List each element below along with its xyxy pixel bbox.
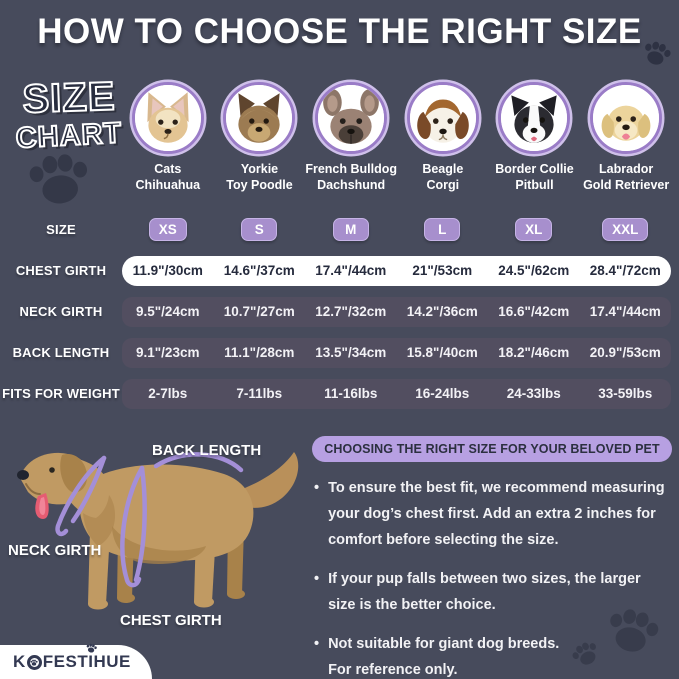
- size-badge: XXL: [602, 218, 649, 241]
- breed-column-beagle: Beagle Corgi: [397, 82, 489, 193]
- brand-logo: K FESTIHUE: [0, 643, 152, 679]
- neck-girth-label: NECK GIRTH: [8, 542, 102, 559]
- breed-label: Beagle Corgi: [422, 162, 464, 192]
- table-row-back-length: BACK LENGTH 9.1"/23cm 11.1"/28cm 13.5"/3…: [0, 332, 679, 373]
- paw-icon: [640, 36, 675, 69]
- guide-bullet: • If your pup falls between two sizes, t…: [314, 566, 670, 618]
- paw-icon: [602, 600, 664, 659]
- table-cell: 17.4"/44cm: [315, 263, 387, 278]
- size-chart-heading-line1: SIZE: [21, 73, 117, 122]
- breed-label: French Bulldog Dachshund: [305, 162, 397, 192]
- table-cell: 11.1"/28cm: [224, 345, 295, 360]
- paw-icon: [568, 636, 604, 671]
- beagle-photo: [406, 82, 479, 154]
- table-cell: 17.4"/44cm: [589, 304, 661, 319]
- size-badge: XS: [148, 218, 187, 241]
- border-collie-photo: [498, 82, 571, 154]
- back-length-values: 9.1"/23cm 11.1"/28cm 13.5"/34cm 15.8"/40…: [122, 337, 671, 368]
- chihuahua-photo: [131, 82, 204, 154]
- guide-bullets: • To ensure the best fit, we recommend m…: [312, 475, 672, 679]
- row-label: SIZE: [46, 222, 76, 237]
- logo-paw-o-icon: [26, 654, 42, 670]
- dog-illustration: [17, 452, 299, 610]
- measuring-diagram: BACK LENGTH NECK GIRTH CHEST GIRTH: [0, 430, 312, 679]
- bullet-text: To ensure the best fit, we recommend mea…: [328, 480, 665, 548]
- breed-column-border-collie: Border Collie Pitbull: [489, 82, 581, 193]
- breed-label: Border Collie Pitbull: [495, 162, 574, 192]
- size-badges: XS S M L XL XXL: [122, 218, 671, 242]
- table-cell: 13.5"/34cm: [315, 345, 387, 360]
- table-cell: 2-7lbs: [148, 386, 188, 401]
- table-cell: 24.5"/62cm: [498, 263, 570, 278]
- guide-bullet: • Not suitable for giant dog breeds. For…: [314, 631, 670, 679]
- table-cell: 28.4"/72cm: [589, 263, 661, 278]
- table-row-neck-girth: NECK GIRTH 9.5"/24cm 10.7"/27cm 12.7"/32…: [0, 291, 679, 332]
- table-cell: 11-16lbs: [324, 386, 378, 401]
- size-badge: L: [424, 218, 461, 241]
- table-cell: 15.8"/40cm: [406, 345, 478, 360]
- page-title: HOW TO CHOOSE THE RIGHT SIZE: [37, 12, 642, 51]
- table-row-size: SIZE XS S M L XL XXL: [0, 209, 679, 250]
- logo-suffix: FESTIHUE: [42, 652, 131, 671]
- row-label: BACK LENGTH: [12, 345, 110, 360]
- table-cell: 14.6"/37cm: [223, 263, 295, 278]
- table-cell: 18.2"/46cm: [498, 345, 570, 360]
- table-cell: 16-24lbs: [415, 386, 470, 401]
- breed-column-french-bulldog: French Bulldog Dachshund: [305, 82, 397, 193]
- size-table: SIZE XS S M L XL XXL CHEST GIRTH 11.9"/3…: [0, 209, 679, 414]
- weight-values: 2-7lbs 7-11lbs 11-16lbs 16-24lbs 24-33lb…: [122, 378, 671, 409]
- table-cell: 7-11lbs: [236, 386, 283, 401]
- paw-icon: [24, 147, 94, 209]
- logo-prefix: K: [13, 652, 26, 671]
- size-chart-heading: SIZE CHART: [10, 73, 128, 155]
- sizing-guide-panel: CHOOSING THE RIGHT SIZE FOR YOUR BELOVED…: [312, 436, 672, 679]
- size-badge: S: [241, 218, 278, 241]
- table-row-weight: FITS FOR WEIGHT 2-7lbs 7-11lbs 11-16lbs …: [0, 373, 679, 414]
- yorkie-photo: [223, 82, 296, 154]
- table-cell: 16.6"/42cm: [498, 304, 570, 319]
- breed-label: Labrador Gold Retriever: [583, 162, 670, 192]
- table-cell: 12.7"/32cm: [315, 304, 387, 319]
- paw-icon: [85, 642, 98, 654]
- breed-label: Yorkie Toy Poodle: [226, 162, 293, 192]
- table-cell: 24-33lbs: [506, 386, 561, 401]
- row-label: NECK GIRTH: [19, 304, 103, 319]
- breed-column-chihuahua: Cats Chihuahua: [122, 82, 214, 193]
- table-cell: 9.5"/24cm: [136, 304, 200, 319]
- bullet-icon: •: [314, 480, 320, 496]
- bullet-icon: •: [314, 636, 320, 652]
- bullet-icon: •: [314, 571, 320, 587]
- size-badge: M: [332, 218, 369, 241]
- bullet-text: If your pup falls between two sizes, the…: [328, 571, 641, 613]
- neck-girth-values: 9.5"/24cm 10.7"/27cm 12.7"/32cm 14.2"/36…: [122, 296, 671, 327]
- guide-bullet: • To ensure the best fit, we recommend m…: [314, 475, 670, 553]
- row-label: CHEST GIRTH: [15, 263, 107, 278]
- table-cell: 11.9"/30cm: [132, 263, 203, 278]
- breed-label: Cats Chihuahua: [135, 162, 201, 192]
- breed-column-yorkie: Yorkie Toy Poodle: [214, 82, 306, 193]
- table-cell: 10.7"/27cm: [223, 304, 295, 319]
- table-cell: 33-59lbs: [598, 386, 653, 401]
- table-row-chest-girth: CHEST GIRTH 11.9"/30cm 14.6"/37cm 17.4"/…: [0, 250, 679, 291]
- bullet-text: Not suitable for giant dog breeds. For r…: [328, 636, 560, 678]
- chest-girth-values: 11.9"/30cm 14.6"/37cm 17.4"/44cm 21"/53c…: [122, 255, 671, 286]
- size-badge: XL: [515, 218, 553, 241]
- table-cell: 21"/53cm: [412, 263, 473, 278]
- brand-logo-text: K FESTIHUE: [13, 643, 131, 672]
- breed-column-labrador: Labrador Gold Retriever: [580, 82, 672, 193]
- table-cell: 9.1"/23cm: [136, 345, 200, 360]
- breed-row: Cats Chihuahua Yorkie Toy Poodle French Bu…: [122, 82, 672, 193]
- row-label: FITS FOR WEIGHT: [2, 386, 120, 401]
- table-cell: 20.9"/53cm: [589, 345, 661, 360]
- back-length-label: BACK LENGTH: [152, 442, 262, 459]
- french-bulldog-photo: [315, 82, 388, 154]
- guide-heading: CHOOSING THE RIGHT SIZE FOR YOUR BELOVED…: [312, 436, 672, 462]
- labrador-photo: [590, 82, 663, 154]
- chest-girth-label: CHEST GIRTH: [120, 612, 222, 629]
- table-cell: 14.2"/36cm: [406, 304, 478, 319]
